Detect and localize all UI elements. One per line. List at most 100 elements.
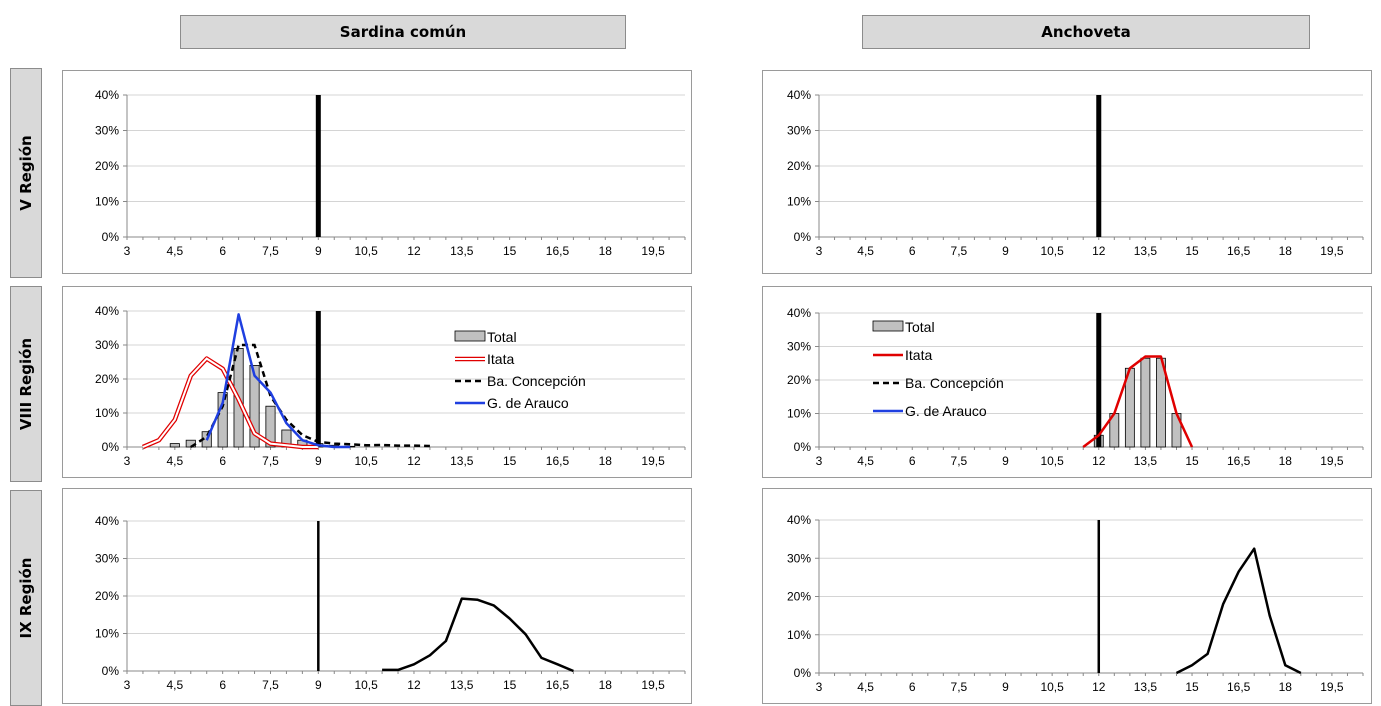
x-tick-label: 15 (503, 244, 517, 258)
x-tick-label: 10,5 (354, 244, 378, 258)
column-title: Sardina común (339, 23, 467, 41)
x-tick-label: 18 (599, 244, 613, 258)
series-line-concepcion (190, 343, 430, 449)
x-tick-label: 7,5 (262, 454, 279, 468)
legend-swatch-total (454, 330, 486, 342)
y-tick-label: 40% (787, 88, 811, 102)
legend-label: G. de Arauco (487, 395, 569, 411)
y-tick-label: 30% (95, 338, 119, 352)
y-tick-label: 40% (95, 88, 119, 102)
legend-label: Itata (487, 351, 514, 367)
x-tick-label: 4,5 (166, 244, 183, 258)
x-tick-label: 6 (219, 454, 226, 468)
x-tick-label: 4,5 (857, 244, 874, 258)
x-tick-label: 10,5 (1040, 680, 1064, 694)
x-tick-label: 6 (909, 454, 916, 468)
y-tick-label: 30% (95, 552, 119, 566)
bar (217, 392, 228, 448)
x-tick-label: 3 (816, 244, 823, 258)
y-tick-label: 30% (787, 340, 811, 354)
row-label-ix: IX Región (10, 490, 42, 706)
chart-anchoveta-ix: 0% 10% 20% 30% 40% 3 4,5 6 7,5 9 10,5 12 13,5 15 16,5 1… (762, 488, 1372, 704)
x-tick-label: 4,5 (166, 678, 183, 692)
x-tick-label: 19,5 (641, 678, 665, 692)
x-tick-label: 12 (407, 454, 421, 468)
chart-svg: 0% 10% 20% 30% 40% 3 4,5 6 7,5 9 10,5 12 13,5 15 16,5 1… (95, 514, 686, 692)
x-tick-label: 19,5 (1320, 244, 1344, 258)
y-tick-label: 20% (95, 589, 119, 603)
x-tick-label: 4,5 (857, 680, 874, 694)
x-tick-label: 3 (124, 244, 131, 258)
x-tick-label: 18 (1279, 244, 1293, 258)
x-tick-label: 10,5 (1040, 454, 1064, 468)
y-tick-label: 0% (102, 230, 120, 244)
x-tick-label: 16,5 (1227, 680, 1251, 694)
y-tick-label: 0% (794, 666, 812, 680)
x-tick-label: 10,5 (1040, 244, 1064, 258)
bar (169, 443, 180, 448)
row-label-viii: VIII Región (10, 286, 42, 482)
x-tick-label: 15 (1185, 244, 1199, 258)
chart-svg: 0% 10% 20% 30% 40% 3 4,5 6 7,5 9 10,5 12 13,5 15 16,5 1… (95, 88, 686, 258)
x-tick-label: 16,5 (1227, 244, 1251, 258)
bar (249, 365, 260, 448)
x-tick-label: 15 (1185, 454, 1199, 468)
x-tick-label: 6 (219, 244, 226, 258)
x-tick-label: 16,5 (1227, 454, 1251, 468)
x-tick-label: 19,5 (1320, 680, 1344, 694)
x-tick-label: 16,5 (546, 678, 570, 692)
x-tick-label: 13,5 (1134, 454, 1158, 468)
legend-label: Ba. Concepción (905, 375, 1004, 391)
legend-label: Ba. Concepción (487, 373, 586, 389)
chart-sardina-viii: 0% 10% 20% 30% 40% 3 4,5 6 7,5 9 10,5 12 13,5 15 16,5 1… (62, 286, 692, 478)
legend-label: Itata (905, 347, 932, 363)
x-tick-label: 9 (315, 454, 322, 468)
y-tick-label: 10% (787, 407, 811, 421)
x-tick-label: 13,5 (1134, 680, 1158, 694)
x-tick-label: 13,5 (450, 244, 474, 258)
x-tick-label: 13,5 (450, 678, 474, 692)
legend-label: G. de Arauco (905, 403, 987, 419)
x-tick-label: 4,5 (166, 454, 183, 468)
y-tick-label: 0% (794, 440, 812, 454)
x-tick-label: 6 (219, 678, 226, 692)
x-tick-label: 7,5 (951, 680, 968, 694)
y-tick-label: 30% (95, 124, 119, 138)
x-tick-label: 16,5 (546, 244, 570, 258)
row-label-v: V Región (10, 68, 42, 278)
y-tick-label: 0% (102, 664, 120, 678)
x-tick-label: 18 (599, 678, 613, 692)
x-tick-label: 9 (1002, 680, 1009, 694)
series-line-itata (142, 356, 319, 450)
y-tick-label: 10% (95, 406, 119, 420)
x-tick-label: 18 (1279, 454, 1293, 468)
series-line (1082, 355, 1194, 448)
column-header-anchoveta: Anchoveta (862, 15, 1310, 49)
x-tick-label: 7,5 (262, 678, 279, 692)
series-line-itata-inner (142, 357, 319, 448)
x-tick-label: 9 (315, 244, 322, 258)
x-tick-label: 6 (909, 680, 916, 694)
y-tick-label: 40% (95, 514, 119, 528)
x-tick-label: 12 (407, 244, 421, 258)
x-tick-label: 9 (1002, 244, 1009, 258)
x-tick-label: 7,5 (951, 454, 968, 468)
x-tick-label: 18 (599, 454, 613, 468)
x-tick-label: 12 (1092, 454, 1106, 468)
x-tick-label: 15 (1185, 680, 1199, 694)
y-tick-label: 40% (787, 513, 811, 527)
legend-swatch-total (872, 320, 904, 332)
y-tick-label: 30% (787, 124, 811, 138)
y-tick-label: 20% (95, 159, 119, 173)
x-tick-label: 19,5 (641, 454, 665, 468)
y-tick-label: 20% (787, 159, 811, 173)
y-tick-label: 40% (787, 306, 811, 320)
row-label-text: V Región (17, 135, 35, 211)
chart-anchoveta-viii: 0% 10% 20% 30% 40% 3 4,5 6 7,5 9 10,5 12 13,5 15 16,5 1… (762, 286, 1372, 478)
y-tick-label: 0% (102, 440, 120, 454)
chart-anchoveta-v: 0% 10% 20% 30% 40% 3 4,5 6 7,5 9 10,5 12 13,5 15 16,5 1… (762, 70, 1372, 274)
x-tick-label: 12 (407, 678, 421, 692)
x-tick-label: 7,5 (262, 244, 279, 258)
x-tick-label: 3 (816, 680, 823, 694)
y-tick-label: 30% (787, 551, 811, 565)
